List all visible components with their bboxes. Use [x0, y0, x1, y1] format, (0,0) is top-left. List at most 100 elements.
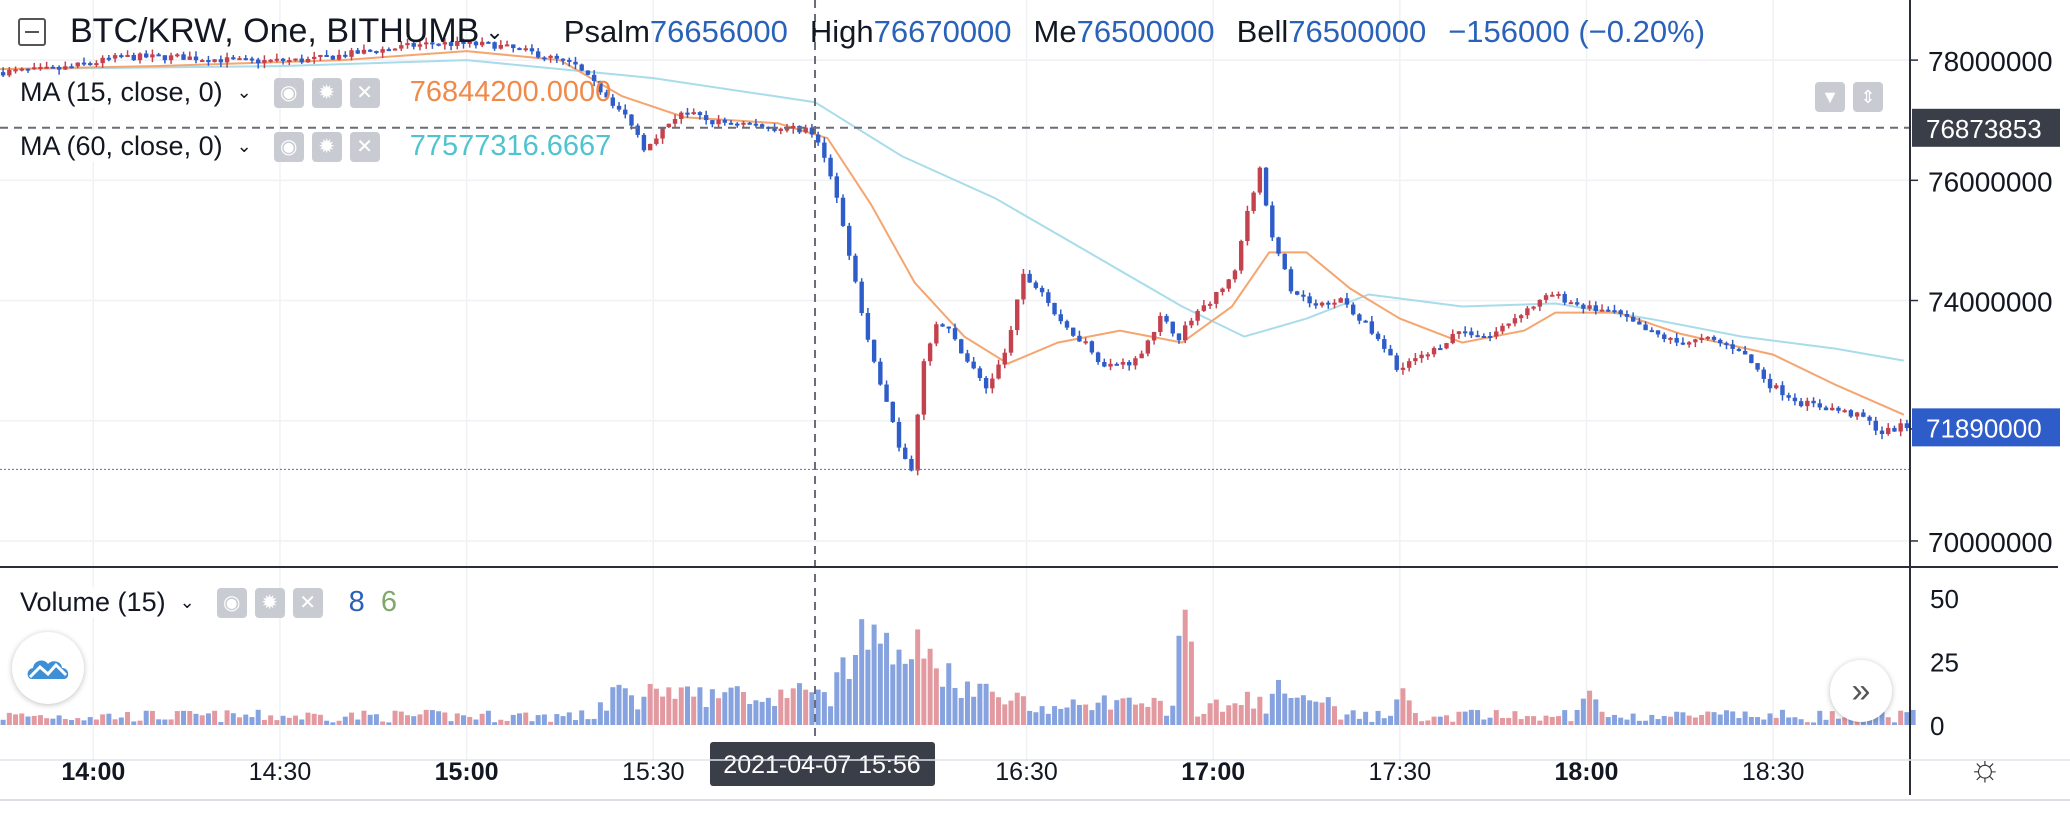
eye-icon[interactable]: ◉: [273, 77, 304, 108]
gear-icon[interactable]: ✹: [311, 131, 342, 162]
candle-body: [591, 74, 597, 81]
volume-label[interactable]: Volume (15): [20, 587, 172, 618]
chevron-down-icon[interactable]: ⌄: [179, 592, 195, 612]
volume-bar: [1904, 712, 1910, 725]
candle-body: [579, 64, 584, 71]
chevron-down-icon[interactable]: ⌄: [485, 18, 504, 44]
candle-body: [1456, 331, 1462, 334]
last-price-label-bg: [1912, 408, 2060, 447]
close-icon[interactable]: ✕: [292, 587, 323, 618]
eye-icon[interactable]: ◉: [216, 587, 247, 618]
candle-body: [548, 55, 553, 58]
volume-bar: [6, 712, 12, 725]
ohlc-high: High76670000: [809, 13, 1012, 49]
candle-body: [778, 128, 783, 131]
volume-bar: [803, 689, 809, 725]
candle-body: [797, 125, 802, 133]
candle-body: [1742, 350, 1748, 355]
candle-body: [1425, 354, 1431, 357]
candle-body: [1319, 302, 1325, 306]
candle-body: [243, 58, 248, 61]
candle-body: [1624, 314, 1630, 317]
volume-bar: [1798, 719, 1804, 725]
candle-body: [1487, 336, 1493, 339]
overlays: 76873853 71890000 2021-04-07 15:56: [0, 0, 2060, 786]
volume-bar: [796, 683, 802, 725]
candle-body: [287, 60, 292, 63]
candle-body: [1736, 348, 1742, 351]
volume-bar: [554, 714, 560, 725]
volume-bar: [467, 716, 473, 725]
candle-body: [69, 66, 74, 69]
candle-body: [934, 324, 939, 344]
symbol-title[interactable]: BTC/KRW, One, BITHUMB: [70, 12, 480, 50]
candle-body: [1139, 353, 1144, 359]
ma15-label[interactable]: MA (15, close, 0): [20, 77, 229, 108]
candle-body: [479, 41, 485, 46]
gear-icon[interactable]: ✹: [254, 587, 285, 618]
volume-bar: [1101, 695, 1107, 725]
candle-body: [1898, 423, 1903, 432]
volume-bar: [871, 624, 877, 725]
candle-body: [685, 112, 690, 115]
candle-body: [293, 58, 298, 61]
volume-bar: [865, 649, 871, 725]
volume-bar: [921, 658, 927, 725]
candle-body: [1158, 315, 1163, 332]
volume-bar: [1008, 700, 1014, 725]
scroll-to-realtime-button[interactable]: »: [1830, 660, 1892, 722]
volume-bar: [790, 688, 796, 725]
collapse-legend-button[interactable]: [18, 17, 46, 46]
candle-body: [977, 368, 983, 379]
volume-bar: [1767, 713, 1773, 725]
scroll-updown-icon[interactable]: ⇕: [1853, 82, 1883, 112]
close-icon[interactable]: ✕: [349, 77, 380, 108]
volume-bar: [772, 705, 778, 725]
candle-body: [1008, 330, 1014, 353]
volume-bar: [1686, 715, 1692, 725]
volume-bar: [1450, 721, 1456, 725]
chart-logo-icon[interactable]: [12, 632, 84, 704]
candle-body: [903, 447, 908, 459]
volume-bar: [261, 719, 267, 725]
candle-body: [63, 66, 68, 70]
candle-body: [1350, 304, 1356, 315]
scroll-down-icon[interactable]: ▼: [1815, 82, 1845, 112]
candle-body: [1649, 330, 1655, 333]
volume-bar: [448, 721, 454, 725]
ma15-legend: MA (15, close, 0) ⌄ ◉ ✹ ✕ 76844200.0000: [20, 76, 611, 109]
candle-body: [1182, 325, 1188, 341]
candle-body: [137, 53, 143, 61]
candle-body: [1774, 385, 1779, 389]
volume-bar: [778, 689, 784, 725]
candle-body: [1114, 363, 1119, 366]
volume-bar: [1045, 713, 1051, 725]
candle-body: [728, 122, 734, 125]
volume-bar: [915, 629, 921, 725]
gear-icon[interactable]: ☼: [1968, 747, 2002, 788]
candle-body: [791, 125, 796, 129]
close-icon[interactable]: ✕: [349, 131, 380, 162]
volume-bar: [1089, 710, 1095, 725]
chevron-down-icon[interactable]: ⌄: [236, 82, 252, 102]
volume-bar: [1549, 716, 1555, 725]
candle-body: [965, 353, 970, 362]
volume-bar: [62, 718, 68, 725]
volume-bar: [983, 683, 989, 725]
volume-bar: [1145, 706, 1151, 725]
candle-body: [1861, 412, 1866, 417]
volume-bar: [112, 719, 118, 725]
candle-body: [1767, 378, 1773, 389]
chevron-down-icon[interactable]: ⌄: [236, 136, 252, 156]
candle-body: [417, 44, 423, 47]
eye-icon[interactable]: ◉: [273, 131, 304, 162]
gear-icon[interactable]: ✹: [311, 77, 342, 108]
candle-body: [759, 124, 765, 127]
volume-bar: [1618, 717, 1624, 725]
time-tick-label: 18:30: [1742, 758, 1805, 786]
ma60-label[interactable]: MA (60, close, 0): [20, 131, 229, 162]
candle-body: [430, 42, 435, 45]
candle-body: [212, 59, 217, 63]
volume-bar: [454, 713, 460, 725]
